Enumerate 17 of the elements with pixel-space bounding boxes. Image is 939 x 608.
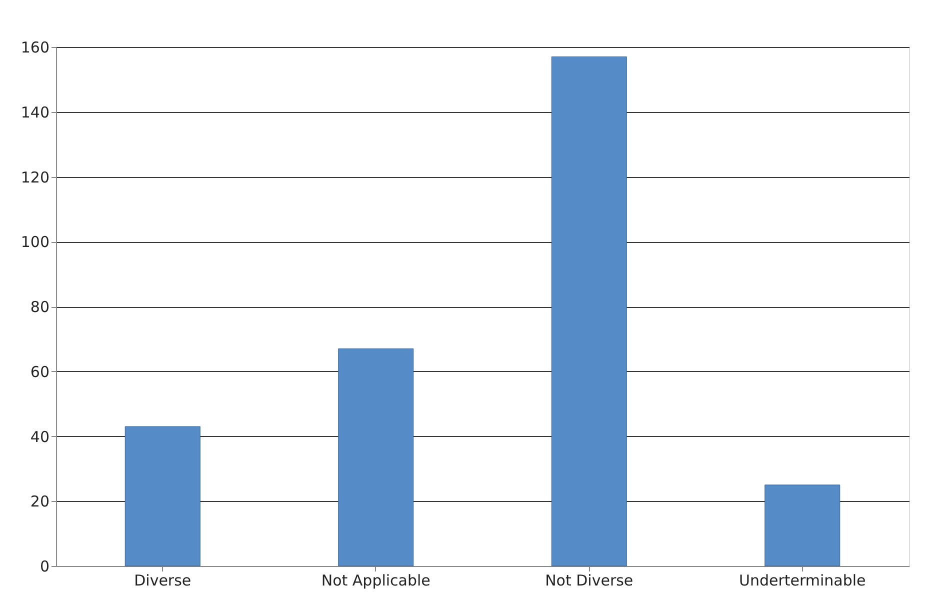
y-tick-label: 20 xyxy=(30,492,50,511)
x-tick-label: Not Applicable xyxy=(321,572,430,590)
bar xyxy=(124,426,200,566)
x-tick-label: Not Diverse xyxy=(545,572,634,590)
y-tick-label: 140 xyxy=(20,103,50,122)
bar xyxy=(764,484,840,566)
y-tick-label: 40 xyxy=(30,428,50,446)
y-tick-label: 80 xyxy=(30,298,50,316)
bar xyxy=(551,56,627,566)
x-tick-label: Underterminable xyxy=(738,572,866,590)
y-tick-label: 100 xyxy=(20,233,50,252)
y-tick-label: 60 xyxy=(30,362,50,381)
x-tick-label: Diverse xyxy=(134,572,192,590)
y-tick-label: 120 xyxy=(20,168,50,186)
bar xyxy=(338,348,414,566)
y-tick-label: 160 xyxy=(20,38,50,56)
y-tick-label: 0 xyxy=(40,558,50,576)
